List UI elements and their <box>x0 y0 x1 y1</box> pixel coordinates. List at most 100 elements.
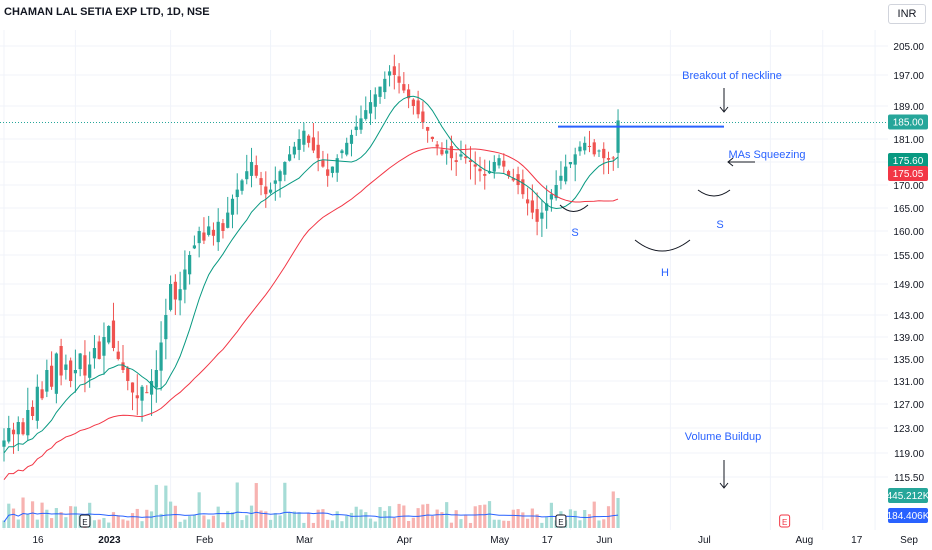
volume-bar <box>240 520 244 528</box>
volume-bar <box>297 512 301 528</box>
volume-bar <box>506 520 511 528</box>
candle <box>511 178 515 181</box>
candle <box>549 194 553 200</box>
arrow-mas <box>727 157 755 167</box>
candle <box>578 146 582 152</box>
candle <box>140 386 144 401</box>
volume-bar <box>116 515 120 528</box>
candle <box>568 162 573 165</box>
shoulder-curve <box>697 189 731 197</box>
price-tick-label: 127.00 <box>893 400 924 411</box>
price-tick-label: 123.00 <box>893 424 924 435</box>
volume-bar <box>149 511 154 528</box>
currency-selector[interactable]: INR <box>888 4 926 24</box>
volume-bar <box>516 509 520 528</box>
ma-short-tag: 175.60 <box>893 156 924 167</box>
price-tick-label: 139.00 <box>893 333 924 344</box>
volume-ma <box>3 511 619 523</box>
candle <box>330 166 335 173</box>
candle <box>7 428 11 442</box>
volume-bar <box>226 511 230 528</box>
candle <box>592 142 596 155</box>
volume-bar <box>107 522 111 528</box>
volume-bar <box>473 506 477 528</box>
ma-long-tag-box <box>888 166 928 181</box>
annotation-s-right: S <box>716 219 723 231</box>
volume-bar <box>549 502 553 528</box>
candle <box>506 171 511 176</box>
candle <box>154 370 158 388</box>
volume-bar <box>511 509 515 528</box>
volume-bar <box>259 510 263 528</box>
volume-bar <box>435 509 439 528</box>
volume-ma-tag-box <box>888 508 928 523</box>
volume-bar <box>111 512 116 528</box>
candle <box>392 66 396 75</box>
candle <box>226 212 230 228</box>
volume-bar <box>478 505 482 528</box>
volume-bar <box>145 509 149 528</box>
time-tick-label: 2023 <box>98 535 121 546</box>
candle <box>59 345 63 376</box>
candle <box>30 406 35 416</box>
candle <box>297 139 301 150</box>
candle <box>483 174 487 176</box>
candle <box>535 209 539 222</box>
volume-bar <box>302 522 306 528</box>
candle <box>245 171 249 180</box>
volume-bar <box>273 513 277 528</box>
price-tick-label: 131.00 <box>893 377 924 388</box>
volume-bar <box>249 505 254 528</box>
volume-bar <box>497 519 501 528</box>
candles <box>2 54 620 462</box>
candle <box>2 440 6 447</box>
candle <box>249 162 254 176</box>
volume-bar <box>126 520 130 528</box>
time-tick-label: Aug <box>795 535 813 546</box>
candle <box>383 78 387 93</box>
volume-bar <box>373 521 377 528</box>
price-tick-label: 160.00 <box>893 227 924 238</box>
candle <box>459 154 463 157</box>
candle <box>359 118 363 130</box>
volume-bar <box>183 519 187 528</box>
volume-bar <box>578 520 582 528</box>
volume-bar <box>359 509 363 528</box>
price-tick-label: 181.00 <box>893 135 924 146</box>
volume-bar <box>130 513 135 528</box>
volume-bar <box>268 519 273 528</box>
candle <box>188 255 192 275</box>
price-tick-label: 197.00 <box>893 71 924 82</box>
candle <box>402 84 406 91</box>
chart-title: CHAMAN LAL SETIA EXP LTD, 1D, NSE <box>4 6 210 18</box>
volume-bar <box>173 505 177 528</box>
candle <box>121 362 125 370</box>
price-tick-label: 119.00 <box>894 449 924 460</box>
volume-bar <box>354 506 358 528</box>
candle <box>540 212 544 219</box>
volume-bar <box>383 510 387 528</box>
volume-bar <box>64 517 68 528</box>
volume-bar <box>616 498 620 528</box>
candle <box>335 158 339 173</box>
candle <box>35 386 39 421</box>
volume-bar <box>307 513 311 528</box>
volume-bar <box>311 522 315 528</box>
candle <box>573 154 577 165</box>
candle <box>559 175 563 181</box>
candle <box>268 189 273 193</box>
candle <box>216 221 220 243</box>
volume-bar <box>135 508 139 528</box>
candle <box>502 160 506 167</box>
candle <box>126 367 130 381</box>
head-curve <box>634 239 691 252</box>
volume-bar <box>40 502 44 528</box>
candle <box>173 281 177 300</box>
candle <box>468 160 473 162</box>
candle <box>354 126 358 131</box>
candle <box>311 137 315 151</box>
price-tick-label: 135.00 <box>893 355 924 366</box>
candle <box>45 370 49 392</box>
earnings-marker <box>79 514 91 528</box>
